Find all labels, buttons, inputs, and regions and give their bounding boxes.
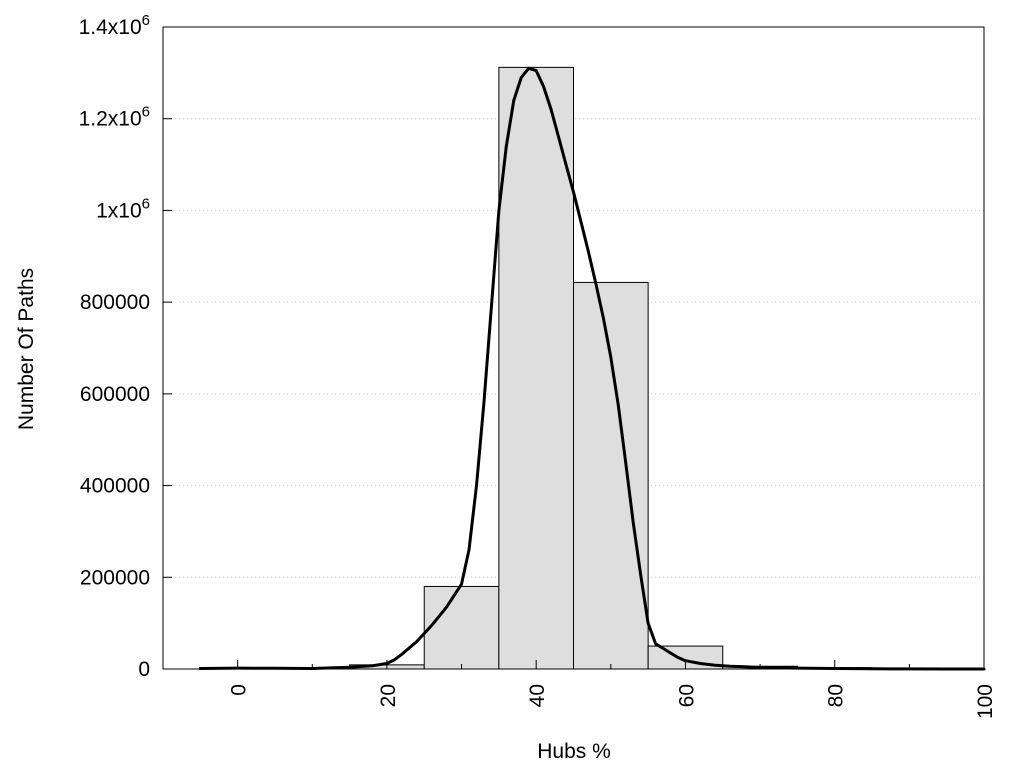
y-tick-label: 1x106 bbox=[96, 195, 150, 222]
grid-layer bbox=[163, 118, 984, 578]
y-tick-labels: 0 200000 400000 600000 800000 1x106 1.2x106 1.4… bbox=[79, 12, 150, 681]
x-tick-label: 40 bbox=[526, 684, 549, 707]
ticks-layer bbox=[163, 26, 985, 670]
y-tick-label: 200000 bbox=[80, 566, 150, 589]
y-tick-label: 600000 bbox=[80, 383, 150, 406]
y-tick-label: 400000 bbox=[80, 475, 150, 498]
y-tick-label: 0 bbox=[138, 658, 150, 681]
x-tick-labels: 0 20 40 60 80 100 bbox=[228, 684, 997, 719]
x-tick-label: 0 bbox=[228, 684, 251, 696]
x-tick-label: 60 bbox=[675, 684, 698, 707]
y-axis-label: Number Of Paths bbox=[15, 268, 38, 430]
histogram-bar bbox=[573, 281, 649, 670]
y-tick-label: 1.2x106 bbox=[79, 104, 150, 131]
x-tick-label: 100 bbox=[974, 684, 997, 719]
y-tick-label: 800000 bbox=[80, 291, 150, 314]
distribution-curve bbox=[198, 66, 986, 671]
plot-frame bbox=[162, 26, 985, 670]
x-tick-label: 20 bbox=[377, 684, 400, 707]
histogram-bar bbox=[423, 585, 500, 670]
x-tick-label: 80 bbox=[825, 684, 848, 707]
x-axis-label: Hubs % bbox=[537, 740, 611, 763]
curve-layer bbox=[198, 66, 986, 671]
bars-layer bbox=[199, 66, 985, 670]
histogram-bar bbox=[498, 66, 575, 670]
y-tick-label: 1.4x106 bbox=[79, 12, 150, 39]
